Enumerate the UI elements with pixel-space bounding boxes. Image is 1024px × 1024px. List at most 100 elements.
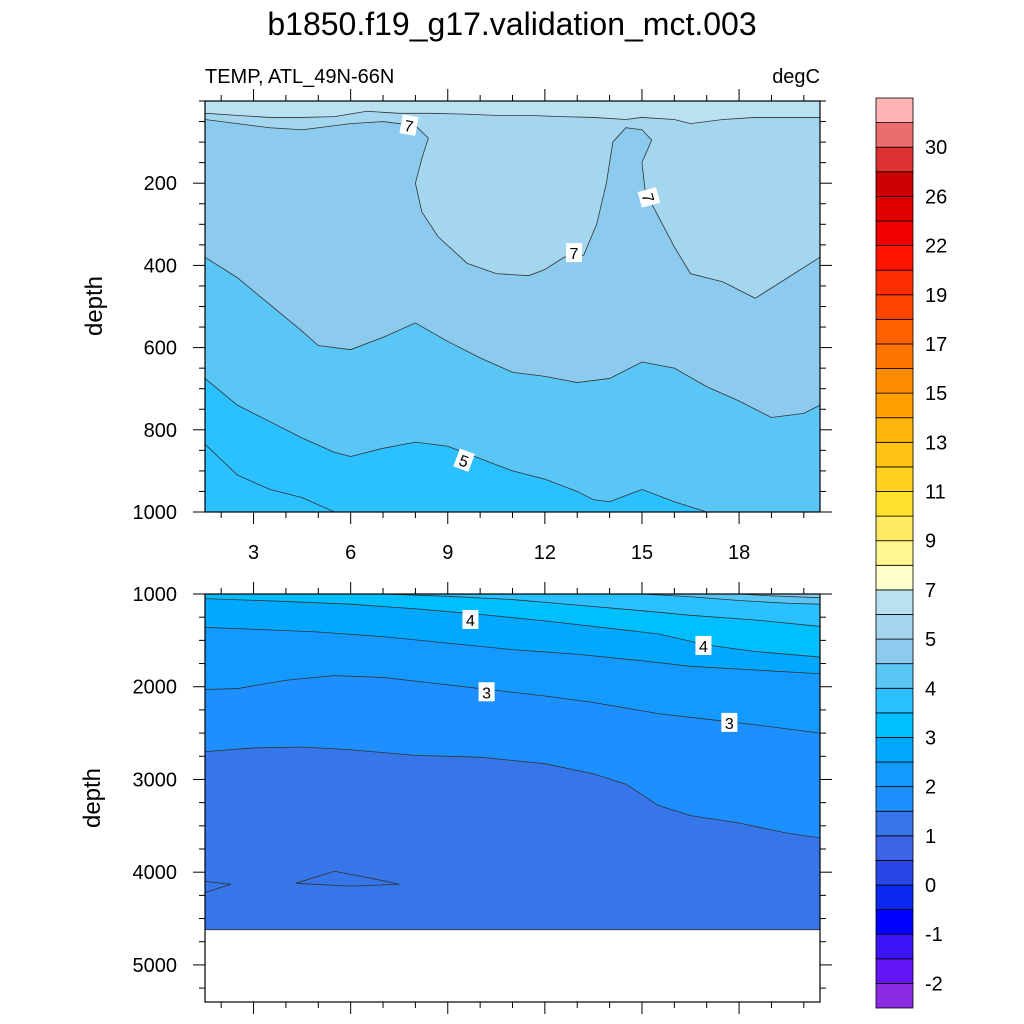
band-1.5-2b (295, 870, 400, 887)
ytick-label: 4000 (133, 862, 178, 884)
contour-label-text: 7 (403, 118, 415, 136)
colorbar-label: 1 (925, 826, 936, 848)
contour-label-box (695, 635, 712, 655)
ytick-label: 1000 (133, 584, 178, 606)
no-data-region (205, 929, 820, 1002)
xtick-label: 15 (631, 542, 653, 564)
units-label: degC (772, 66, 820, 88)
colorbar-swatch (875, 368, 914, 394)
colorbar-swatch (875, 441, 914, 468)
colorbar-label: 15 (925, 383, 947, 405)
colorbar-swatch (875, 761, 914, 788)
contour-label: 7 (637, 187, 661, 208)
colorbar-label: 30 (925, 137, 947, 159)
colorbar-swatch (875, 491, 914, 517)
colorbar-swatch (875, 810, 914, 837)
colorbar-swatch (875, 909, 914, 935)
contour-label-box (721, 712, 738, 732)
contour-label-text: 4 (699, 639, 708, 656)
xtick-label: 18 (728, 542, 750, 564)
ytick-label: 800 (144, 420, 177, 442)
colorbar-label: -2 (925, 973, 943, 995)
colorbar-swatch (875, 737, 914, 763)
contour-label-box (453, 448, 475, 472)
colorbar-label: 19 (925, 285, 947, 307)
colorbar-swatch (875, 392, 914, 419)
tick-marks (193, 89, 832, 524)
colorbar-label: 9 (925, 531, 936, 553)
ytick-label: 2000 (133, 677, 178, 699)
contour-label: 3 (721, 712, 738, 733)
colorbar-swatch (875, 343, 914, 369)
contour-label: 7 (566, 243, 582, 263)
colorbar-label: 0 (925, 875, 936, 897)
contour-label-box (399, 114, 419, 136)
ytick-label: 3000 (133, 769, 178, 791)
colorbar-label: 3 (925, 727, 936, 749)
colorbar-swatch (875, 564, 914, 591)
figure-title: b1850.f19_g17.validation_mct.003 (267, 6, 756, 42)
colorbar-label: -1 (925, 924, 943, 946)
colorbar-swatch (875, 958, 914, 984)
colorbar-swatch (875, 589, 914, 615)
ytick-label: 400 (144, 255, 177, 277)
ytick-label: 600 (144, 338, 177, 360)
colorbar-label: 22 (925, 236, 947, 258)
lower-panel: 4 4 3 3 1000 2000 3000 4000 5000 (133, 582, 832, 1014)
contour-label-text: 7 (570, 246, 579, 263)
colorbar-swatch (875, 171, 914, 197)
contour-label-text: 7 (638, 191, 657, 204)
colorbar-swatch (875, 540, 914, 566)
colorbar-swatch (875, 417, 914, 443)
contour-label-box (478, 682, 495, 702)
colorbar: -2 -1 0 1 2 3 4 5 7 9 11 13 15 17 19 22 26 30 (875, 97, 947, 1009)
upper-panel: 7 7 7 5 200 400 600 800 1000 3 6 9 12 15 18 (133, 89, 832, 564)
band-7-7.5 (205, 101, 820, 125)
colorbar-swatch (875, 220, 914, 246)
colorbar-swatch (875, 245, 914, 271)
colorbar-label: 7 (925, 580, 936, 602)
colorbar-swatch (875, 983, 914, 1009)
colorbar-swatch (875, 318, 914, 345)
colorbar-swatch (875, 614, 914, 640)
colorbar-label: 11 (925, 482, 946, 504)
colorbar-swatch (875, 663, 914, 689)
colorbar-swatch (875, 122, 914, 148)
contour-label: 4 (695, 635, 712, 656)
lower-ylabel: depth (79, 768, 106, 828)
ytick-label: 200 (144, 173, 177, 195)
band-5.5-7 (205, 101, 820, 299)
colorbar-label: 4 (925, 678, 936, 700)
colorbar-swatch (875, 515, 914, 542)
colorbar-swatch (875, 195, 914, 222)
colorbar-swatch (875, 146, 914, 173)
ytick-label: 1000 (133, 502, 178, 524)
colorbar-swatch (875, 860, 914, 886)
colorbar-swatch (875, 269, 914, 296)
colorbar-label: 5 (925, 629, 936, 651)
xtick-label: 9 (442, 542, 453, 564)
variable-label: TEMP, ATL_49N-66N (205, 66, 394, 88)
contour-label-box (637, 187, 661, 208)
colorbar-swatch (875, 835, 914, 861)
contour-label-text: 4 (466, 613, 475, 630)
band-1.5-2 (205, 881, 232, 894)
tick-marks (193, 582, 832, 1014)
colorbar-swatch (875, 712, 914, 738)
colorbar-swatch (875, 687, 914, 714)
band-4-4.5 (205, 594, 820, 627)
upper-ylabel: depth (81, 276, 108, 336)
colorbar-swatch (875, 638, 914, 665)
contour-label-text: 3 (725, 716, 734, 733)
colorbar-swatch (875, 786, 914, 812)
xtick-label: 3 (248, 542, 259, 564)
xtick-label: 12 (534, 542, 556, 564)
contour-label-text: 3 (482, 685, 491, 702)
colorbar-label: 17 (925, 334, 947, 356)
colorbar-label: 13 (925, 432, 947, 454)
contour-label-box (566, 243, 582, 263)
colorbar-swatch (875, 933, 914, 960)
colorbar-swatch (875, 294, 914, 320)
colorbar-swatch (875, 884, 914, 911)
